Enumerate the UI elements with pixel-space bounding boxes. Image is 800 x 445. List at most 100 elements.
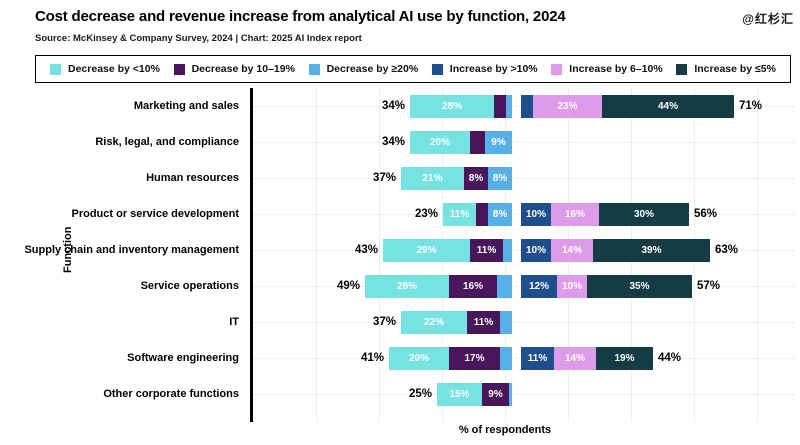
bar-segment-increase: 14% [551, 238, 593, 262]
row-label: Risk, legal, and compliance [95, 136, 239, 148]
bar-segment-decrease [476, 202, 488, 226]
chart-row: Supply chain and inventory management 43%… [0, 232, 800, 268]
chart-area: Marketing and sales 34% 28% 23% 44% 71% Risk, … [0, 88, 800, 422]
increase-total-label: 71% [739, 100, 763, 112]
bar-segment-increase: 11% [521, 346, 554, 370]
legend-label: Decrease by ≥20% [326, 63, 419, 75]
legend-swatch-icon [551, 63, 563, 75]
bar-segment-decrease: 20% [389, 346, 449, 370]
decrease-total-label: 37% [372, 172, 396, 184]
bar-segment-increase: 10% [557, 274, 587, 298]
decrease-total-label: 34% [381, 100, 405, 112]
legend-item: Increase by ≤5% [676, 63, 776, 75]
row-label: Software engineering [127, 352, 239, 364]
decrease-bar-zone: 34% 20% 9% [255, 124, 512, 160]
increase-bar-zone: 10% 16% 30% 56% [521, 196, 800, 232]
bar-segment-increase: 23% [533, 94, 602, 118]
row-label: Product or service development [71, 208, 240, 220]
legend-item: Decrease by ≥20% [308, 63, 419, 75]
legend-item: Increase by 6–10% [551, 63, 663, 75]
legend-item: Increase by >10% [431, 63, 538, 75]
decrease-bar: 15% 9% [437, 382, 512, 406]
legend-label: Increase by ≤5% [694, 63, 776, 75]
decrease-bar-zone: 43% 29% 11% [255, 232, 512, 268]
bar-segment-decrease: 8% [464, 166, 488, 190]
horizontal-gridline [253, 394, 795, 395]
bar-segment-decrease: 9% [485, 130, 512, 154]
bar-segment-increase: 10% [521, 238, 551, 262]
chart-row: Marketing and sales 34% 28% 23% 44% 71% [0, 88, 800, 124]
increase-total-label: 56% [694, 208, 718, 220]
increase-bar-zone: 12% 10% 35% 57% [521, 268, 800, 304]
increase-total-label: 63% [715, 244, 739, 256]
chart-row: Software engineering 41% 20% 17% 11% 14% 19% 44… [0, 340, 800, 376]
bar-segment-increase: 19% [596, 346, 653, 370]
legend-label: Increase by >10% [449, 63, 538, 75]
horizontal-gridline [253, 322, 795, 323]
bar-segment-decrease: 22% [401, 310, 467, 334]
decrease-total-label: 37% [372, 316, 396, 328]
decrease-bar: 21% 8% 8% [401, 166, 512, 190]
horizontal-gridline [253, 178, 795, 179]
legend-swatch-icon [50, 63, 61, 75]
legend: Decrease by <10% Decrease by 10–19% Decrea… [35, 55, 791, 83]
row-label: Supply chain and inventory management [24, 244, 239, 256]
increase-bar-zone: 10% 14% 39% 63% [521, 232, 800, 268]
bar-segment-decrease: 11% [470, 238, 503, 262]
bar-segment-increase [521, 94, 533, 118]
horizontal-gridline [253, 142, 795, 143]
legend-label: Decrease by <10% [68, 63, 160, 75]
bar-segment-decrease: 9% [482, 382, 509, 406]
row-label: Marketing and sales [133, 100, 239, 112]
bar-segment-decrease [494, 94, 506, 118]
bar-segment-increase: 30% [599, 202, 689, 226]
increase-bar: 23% 44% [521, 94, 734, 118]
chart-row: Service operations 49% 28% 16% 12% 10% 35% 57% [0, 268, 800, 304]
bar-segment-decrease [497, 274, 512, 298]
bar-segment-increase: 39% [593, 238, 710, 262]
decrease-bar: 11% 8% [443, 202, 512, 226]
decrease-bar-zone: 41% 20% 17% [255, 340, 512, 376]
decrease-bar: 28% [410, 94, 512, 118]
y-axis-title: Function [62, 226, 74, 273]
bar-segment-decrease [500, 346, 512, 370]
decrease-bar: 29% 11% [383, 238, 512, 262]
bar-segment-increase: 44% [602, 94, 734, 118]
decrease-total-label: 34% [381, 136, 405, 148]
bar-segment-increase: 16% [551, 202, 599, 226]
bar-segment-decrease: 20% [410, 130, 470, 154]
bar-segment-decrease: 28% [410, 94, 494, 118]
bar-segment-decrease [509, 382, 512, 406]
increase-bar: 10% 14% 39% [521, 238, 710, 262]
legend-swatch-icon [431, 63, 443, 75]
watermark-logo: @红杉汇 [742, 12, 794, 26]
bar-segment-decrease [506, 94, 512, 118]
vertical-gridline [379, 88, 380, 422]
decrease-total-label: 41% [360, 352, 384, 364]
x-axis-title: % of respondents [458, 424, 552, 436]
decrease-bar-zone: 23% 11% 8% [255, 196, 512, 232]
bar-segment-decrease: 11% [467, 310, 500, 334]
bar-segment-decrease: 8% [488, 166, 512, 190]
legend-swatch-icon [308, 63, 320, 75]
decrease-bar: 28% 16% [365, 274, 512, 298]
bar-segment-decrease [470, 130, 485, 154]
chart-row: IT 37% 22% 11% [0, 304, 800, 340]
legend-label: Decrease by 10–19% [191, 63, 295, 75]
legend-swatch-icon [173, 63, 185, 75]
row-label: Human resources [146, 172, 239, 184]
increase-bar: 11% 14% 19% [521, 346, 653, 370]
decrease-bar: 22% 11% [401, 310, 512, 334]
legend-swatch-icon [676, 63, 688, 75]
decrease-bar-zone: 34% 28% [255, 88, 512, 124]
increase-bar: 12% 10% 35% [521, 274, 692, 298]
increase-bar-zone: 23% 44% 71% [521, 88, 800, 124]
legend-item: Decrease by 10–19% [173, 63, 295, 75]
increase-total-label: 57% [697, 280, 721, 292]
bar-segment-decrease: 29% [383, 238, 470, 262]
decrease-total-label: 49% [336, 280, 360, 292]
chart-row: Risk, legal, and compliance 34% 20% 9% [0, 124, 800, 160]
decrease-bar-zone: 25% 15% 9% [255, 376, 512, 412]
bar-segment-decrease: 15% [437, 382, 482, 406]
decrease-bar-zone: 49% 28% 16% [255, 268, 512, 304]
